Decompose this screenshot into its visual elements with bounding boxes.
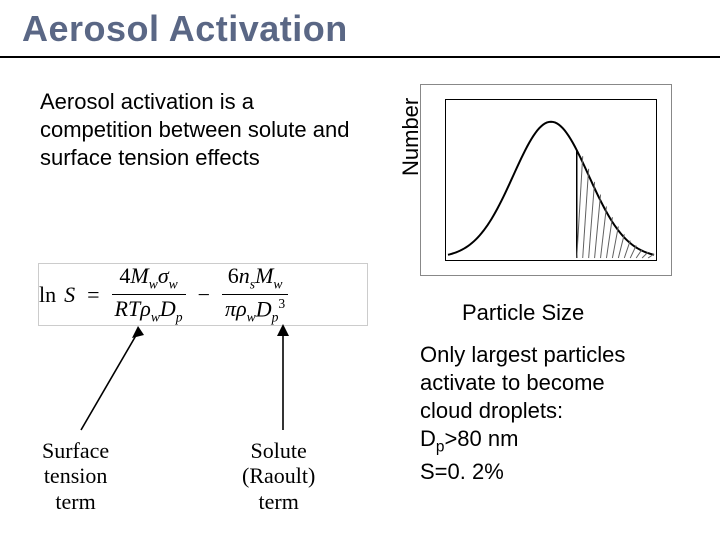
eq-t1-rho <box>140 296 151 321</box>
eq-t1-D: D <box>160 296 176 321</box>
solute-l1: Solute <box>242 438 315 463</box>
chart-xlabel: Particle Size <box>462 300 584 326</box>
eq-ln: ln <box>39 282 56 308</box>
eq-S: S <box>62 282 75 308</box>
result-l3: cloud droplets: <box>420 397 695 425</box>
eq-t1-R: R <box>115 296 128 321</box>
solute-arrow <box>268 320 298 440</box>
eq-t2-rhosub: w <box>247 310 256 325</box>
eq-minus: − <box>192 282 216 308</box>
result-dp-line: Dp>80 nm <box>420 425 695 457</box>
eq-t1-T: T <box>128 296 140 321</box>
result-dp-D: D <box>420 426 436 451</box>
content-area: Aerosol activation is a competition betw… <box>0 58 720 538</box>
surface-arrow <box>66 320 156 440</box>
distribution-curve <box>446 100 656 260</box>
eq-t1-coef: 4 <box>119 263 130 288</box>
result-l2: activate to become <box>420 369 695 397</box>
eq-t1-Msub: w <box>149 277 158 292</box>
eq-t2-pi <box>225 296 236 321</box>
eq-t1-sigmasub: w <box>169 277 178 292</box>
result-text: Only largest particles activate to becom… <box>420 341 695 486</box>
chart-plot-area <box>445 99 657 261</box>
result-dp-rest: >80 nm <box>444 426 518 451</box>
surface-l3: term <box>42 489 109 514</box>
surface-l1: Surface <box>42 438 109 463</box>
eq-t1-Dsub: p <box>176 310 183 325</box>
eq-term2-fraction: 6nsMw wDp3 <box>222 264 288 325</box>
result-s-line: S=0. 2% <box>420 458 695 486</box>
eq-t2-D: D <box>256 296 272 321</box>
eq-t1-M: M <box>130 263 148 288</box>
surface-l2: tension <box>42 463 109 488</box>
solute-term-label: Solute (Raoult) term <box>242 438 315 514</box>
eq-t2-coef: 6 <box>228 263 239 288</box>
eq-equals: = <box>81 282 105 308</box>
surface-term-label: Surface tension term <box>42 438 109 514</box>
eq-t2-M: M <box>255 263 273 288</box>
solute-l2: (Raoult) <box>242 463 315 488</box>
description-text: Aerosol activation is a competition betw… <box>40 88 350 172</box>
chart-frame <box>420 84 672 276</box>
eq-term1-fraction: 4Mww RTwDp <box>112 264 186 325</box>
eq-t2-n: n <box>239 263 250 288</box>
eq-t2-Dsup: 3 <box>278 296 285 311</box>
eq-t1-sigma <box>158 263 169 288</box>
kohler-equation: ln S = 4Mww RTwDp − 6nsMw wDp3 <box>38 263 368 326</box>
eq-t2-rho <box>236 296 247 321</box>
page-title: Aerosol Activation <box>22 8 698 50</box>
eq-t2-Msub: w <box>273 276 282 291</box>
result-l1: Only largest particles <box>420 341 695 369</box>
solute-l3: term <box>242 489 315 514</box>
